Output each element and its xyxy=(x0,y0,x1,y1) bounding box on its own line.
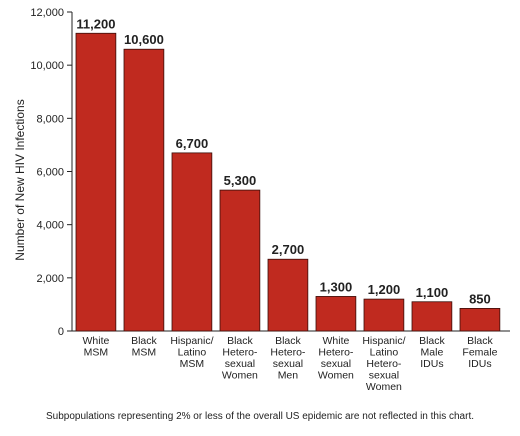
category-label-line: White xyxy=(322,335,349,347)
category-label: White MSM xyxy=(82,335,109,359)
category-label-line: Latino xyxy=(178,347,207,359)
y-tick-label: 6,000 xyxy=(36,167,64,179)
category-label: Hispanic/Latino MSM xyxy=(170,335,213,370)
bar xyxy=(363,298,405,332)
category-label-line: White xyxy=(82,335,109,347)
category-label-line: Female xyxy=(462,347,497,359)
data-label: 1,100 xyxy=(416,285,449,300)
category-label: White Hetero-sexual Women xyxy=(318,335,354,382)
category-label-line: Men xyxy=(278,370,299,382)
category-label: Black Male IDUs xyxy=(419,335,445,370)
bar xyxy=(171,152,213,332)
data-label: 5,300 xyxy=(224,173,257,188)
category-label-line: Hetero- xyxy=(366,358,402,370)
category-label-line: Women xyxy=(366,381,402,393)
category-label: Black Hetero-sexual Women xyxy=(222,335,258,382)
data-label: 10,600 xyxy=(124,32,164,47)
category-label-line: Women xyxy=(318,370,354,382)
category-label-line: Black xyxy=(131,335,157,347)
category-label-line: Black xyxy=(419,335,445,347)
category-label: Black Female IDUs xyxy=(462,335,497,370)
category-label-line: Hetero- xyxy=(222,347,258,359)
y-axis-ticks: 0 2,000 4,000 6,000 8,000 10,000 12,000 xyxy=(30,7,72,338)
bar xyxy=(219,189,261,332)
y-axis-label-group: Number of New HIV Infections xyxy=(13,99,27,260)
y-tick-label: 10,000 xyxy=(30,60,64,72)
y-tick-label: 8,000 xyxy=(36,113,64,125)
category-label-line: sexual xyxy=(369,370,399,382)
bar xyxy=(123,48,165,332)
bar xyxy=(315,296,357,332)
category-label-line: Women xyxy=(222,370,258,382)
category-label-line: sexual xyxy=(321,358,351,370)
data-label: 1,200 xyxy=(368,282,401,297)
y-tick-label: 0 xyxy=(58,326,64,338)
category-label-line: Black xyxy=(227,335,253,347)
category-label-line: MSM xyxy=(132,347,157,359)
category-label-line: IDUs xyxy=(420,358,443,370)
category-label-line: Latino xyxy=(370,347,399,359)
category-label: Hispanic/Latino Hetero-sexual Women xyxy=(362,335,405,393)
bar xyxy=(459,308,501,332)
y-tick-label: 4,000 xyxy=(36,220,64,232)
category-label-line: MSM xyxy=(84,347,109,359)
y-tick-label: 12,000 xyxy=(30,7,64,19)
category-label-line: Black xyxy=(275,335,301,347)
bar xyxy=(411,301,453,332)
category-label-line: Black xyxy=(467,335,493,347)
bars xyxy=(75,32,501,332)
data-label: 11,200 xyxy=(76,16,115,31)
category-label-line: Hispanic/ xyxy=(362,335,405,347)
y-tick-label: 2,000 xyxy=(36,273,64,285)
data-label: 1,300 xyxy=(320,279,353,294)
y-axis-label: Number of New HIV Infections xyxy=(13,99,27,260)
category-label-line: IDUs xyxy=(468,358,491,370)
category-label-line: MSM xyxy=(180,358,205,370)
category-label-line: Male xyxy=(421,347,444,359)
category-label-line: sexual xyxy=(225,358,255,370)
category-label-line: Hetero- xyxy=(318,347,354,359)
category-label: Black MSM xyxy=(131,335,157,359)
category-label: Black Hetero-sexual Men xyxy=(270,335,306,382)
chart-footnote: Subpopulations representing 2% or less o… xyxy=(45,411,474,422)
category-label-line: sexual xyxy=(273,358,303,370)
data-labels: 11,200 10,600 6,700 5,300 2,700 1,300 1,200 1,1… xyxy=(76,16,490,306)
data-label: 850 xyxy=(469,291,491,306)
category-label-line: Hetero- xyxy=(270,347,306,359)
bar xyxy=(75,32,117,332)
data-label: 2,700 xyxy=(272,242,305,257)
category-label-line: Hispanic/ xyxy=(170,335,213,347)
data-label: 6,700 xyxy=(176,136,209,151)
bar xyxy=(267,258,309,332)
